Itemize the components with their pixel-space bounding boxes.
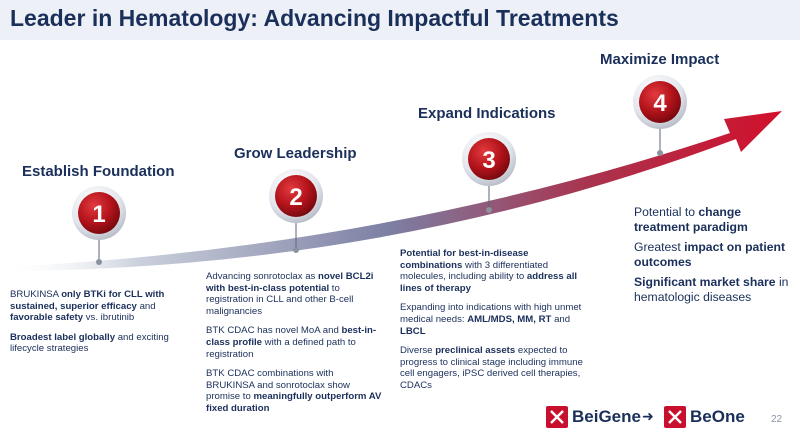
stage1-point-2: Broadest label globally and exciting lif… (10, 332, 190, 355)
text-run: Significant market share (634, 275, 776, 289)
stage-label-1: Establish Foundation (22, 163, 175, 180)
stage2-point-1: Advancing sonrotoclax as novel BCL2i wit… (206, 271, 384, 317)
stage3-point-1: Potential for best-in-disease combinatio… (400, 248, 590, 294)
text-run: Broadest label globally (10, 331, 116, 343)
text-run: BRUKINSA (10, 289, 62, 300)
text-run: BTK CDAC has novel MoA and (206, 325, 342, 337)
text-run: Potential for best-in-disease combinatio… (400, 248, 529, 271)
text-run: AML/MDS, MM, RT (467, 313, 552, 325)
stage-number-2: 2 (289, 184, 302, 211)
stage-marker-3: 3 (462, 132, 516, 213)
text-run: address all lines of therapy (400, 271, 578, 294)
text-run: change treatment paradigm (634, 205, 748, 234)
beone-logo-icon (664, 406, 686, 428)
stage-marker-1: 1 (72, 186, 126, 265)
text-run: LBCL (400, 325, 426, 337)
text-run: favorable safety (10, 312, 84, 324)
stage4-point-2: Greatest impact on patient outcomes (634, 240, 794, 269)
text-run: novel BCL2i with best-in-class potential (206, 271, 374, 294)
text-run: Greatest (634, 240, 685, 254)
text-run: best-in-class profile (206, 325, 377, 348)
text-run: in hematologic diseases (634, 275, 789, 304)
text-run: meaningfully outperform AV fixed duratio… (206, 391, 382, 414)
stage-marker-4: 4 (633, 75, 687, 156)
text-run: and (551, 313, 571, 325)
stage2-point-3: BTK CDAC combinations with BRUKINSA and … (206, 368, 384, 414)
stage2-point-2: BTK CDAC has novel MoA and best-in-class… (206, 325, 384, 360)
text-run: with a defined path to registration (206, 336, 356, 360)
text-run: expected to progress to clinical stage i… (400, 345, 583, 391)
stage1-point-1: BRUKINSA only BTKi for CLL with sustaine… (10, 289, 190, 324)
text-run: impact on patient outcomes (634, 240, 786, 269)
stage-label-3: Expand Indications (418, 105, 556, 122)
stage1-description: BRUKINSA only BTKi for CLL with sustaine… (10, 289, 190, 363)
text-run: and exciting lifecycle strategies (10, 331, 169, 355)
text-run: with 3 differentiated molecules, includi… (400, 259, 549, 283)
title-bar (0, 0, 800, 40)
text-run: Diverse (400, 345, 436, 357)
text-run: Expanding into indications with high unm… (400, 302, 582, 325)
stage3-point-3: Diverse preclinical assets expected to p… (400, 345, 590, 391)
stage3-point-2: Expanding into indications with high unm… (400, 302, 590, 337)
stage-marker-2: 2 (269, 169, 323, 253)
text-run: BTK CDAC combinations with BRUKINSA and … (206, 368, 350, 403)
text-run: preclinical assets (435, 345, 516, 357)
stage4-point-1: Potential to change treatment paradigm (634, 205, 794, 234)
stage-label-4: Maximize Impact (600, 51, 720, 68)
stage-number-4: 4 (653, 90, 667, 117)
stage-label-2: Grow Leadership (234, 145, 357, 162)
text-run: only BTKi for CLL with sustained, superi… (10, 289, 165, 312)
page-number: 22 (771, 414, 783, 425)
logo-beigene: BeiGene (572, 407, 641, 426)
stage2-description: Advancing sonrotoclax as novel BCL2i wit… (206, 271, 384, 423)
logo-transition-arrow-icon: ➜ (642, 408, 654, 424)
stage-number-3: 3 (482, 147, 495, 174)
text-run: and (136, 300, 156, 312)
stage-number-1: 1 (92, 201, 105, 228)
logo-beone: BeOne (690, 407, 745, 426)
text-run: Advancing sonrotoclax as (206, 271, 318, 282)
slide-title: Leader in Hematology: Advancing Impactfu… (10, 5, 619, 31)
text-run: vs. ibrutinib (83, 312, 135, 324)
beigene-logo-icon (546, 406, 568, 428)
text-run: to registration in CLL and other B-cell … (206, 282, 354, 317)
stage3-description: Potential for best-in-disease combinatio… (400, 248, 590, 400)
text-run: Potential to (634, 205, 699, 219)
stage4-description: Potential to change treatment paradigm G… (634, 205, 794, 310)
stage4-point-3: Significant market share in hematologic … (634, 275, 794, 304)
